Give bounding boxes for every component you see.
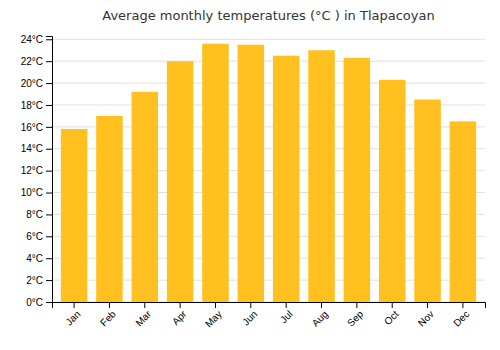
y-tick-mark bbox=[46, 105, 52, 106]
x-tick: Jun bbox=[240, 302, 259, 328]
x-tick: Jan bbox=[63, 302, 82, 328]
bar bbox=[202, 44, 229, 302]
x-tick-label: Aug bbox=[310, 308, 330, 328]
y-tick: 22°C bbox=[21, 56, 52, 67]
x-tick: Nov bbox=[416, 302, 436, 329]
x-tick-mark bbox=[215, 302, 216, 308]
x-tick-label: Apr bbox=[170, 308, 189, 327]
x-tick: Jul bbox=[278, 302, 295, 325]
y-tick-label: 8°C bbox=[26, 209, 43, 220]
grid bbox=[52, 39, 485, 302]
y-tick: 6°C bbox=[26, 231, 52, 242]
y-tick-mark bbox=[46, 127, 52, 128]
y-tick-label: 14°C bbox=[21, 143, 43, 154]
bar bbox=[273, 56, 300, 302]
y-tick: 8°C bbox=[26, 209, 52, 220]
title: Average monthly temperatures (°C ) in Tl… bbox=[102, 8, 434, 23]
bars bbox=[61, 44, 476, 302]
bar bbox=[344, 58, 371, 302]
x-tick: May bbox=[203, 302, 224, 330]
x-tick-mark bbox=[286, 302, 287, 308]
y-tick-mark bbox=[46, 236, 52, 237]
grid-line bbox=[52, 83, 485, 84]
y-tick-label: 22°C bbox=[21, 56, 43, 67]
y-tick-label: 18°C bbox=[21, 100, 43, 111]
y-tick-mark bbox=[46, 258, 52, 259]
x-tick: Apr bbox=[170, 302, 189, 327]
x-tick-label: Jul bbox=[278, 308, 295, 325]
x-tick-label: Dec bbox=[451, 308, 471, 328]
y-tick-label: 24°C bbox=[21, 34, 43, 45]
x-tick: Oct bbox=[382, 302, 401, 327]
y-tick-label: 10°C bbox=[21, 187, 43, 198]
x-axis: Jan Feb Mar Apr May Jun Jul Aug Sep Oct Nov Dec bbox=[53, 302, 486, 330]
y-tick-mark bbox=[46, 39, 52, 40]
x-tick-mark bbox=[356, 302, 357, 308]
x-tick-label: Jan bbox=[63, 308, 82, 327]
y-tick: 20°C bbox=[21, 78, 52, 89]
y-tick: 4°C bbox=[26, 253, 52, 264]
bar bbox=[308, 50, 335, 302]
y-tick-mark bbox=[46, 193, 52, 194]
y-tick: 18°C bbox=[21, 100, 52, 111]
x-tick-label: Nov bbox=[416, 308, 436, 328]
y-tick-label: 6°C bbox=[26, 231, 43, 242]
y-tick-label: 0°C bbox=[26, 297, 43, 308]
x-tick: Dec bbox=[451, 302, 471, 329]
x-tick-mark bbox=[180, 302, 181, 308]
y-tick: 14°C bbox=[21, 143, 52, 154]
grid-line bbox=[52, 61, 485, 62]
y-tick-mark bbox=[46, 214, 52, 215]
x-tick-label: May bbox=[203, 308, 224, 329]
bar bbox=[96, 116, 123, 302]
x-tick-mark bbox=[74, 302, 75, 308]
y-tick-mark bbox=[46, 171, 52, 172]
y-tick: 2°C bbox=[26, 275, 52, 286]
y-tick-mark bbox=[46, 149, 52, 150]
x-tick-mark bbox=[427, 302, 428, 308]
x-tick-label: Jun bbox=[240, 308, 259, 327]
x-tick-mark bbox=[321, 302, 322, 308]
x-tick: Sep bbox=[345, 302, 366, 329]
y-tick-label: 20°C bbox=[21, 78, 43, 89]
x-tick-label: Oct bbox=[382, 308, 401, 327]
grid-line bbox=[52, 39, 485, 40]
x-tick-label: Mar bbox=[133, 308, 153, 328]
y-tick: 24°C bbox=[21, 34, 52, 45]
x-tick-mark bbox=[144, 302, 145, 308]
x-axis-line bbox=[53, 303, 486, 309]
bar bbox=[414, 99, 441, 302]
x-tick: Mar bbox=[133, 302, 153, 328]
y-tick-label: 4°C bbox=[26, 253, 43, 264]
x-tick-label: Sep bbox=[345, 308, 366, 329]
y-tick: 0°C bbox=[26, 297, 52, 308]
bar bbox=[132, 92, 159, 302]
y-tick-label: 2°C bbox=[26, 275, 43, 286]
bar bbox=[61, 129, 88, 302]
x-tick: Aug bbox=[310, 302, 330, 329]
plot: 0°C 2°C 4°C 6°C 8°C 10°C 12°C 14°C 16°C 18°C 20°C 2… bbox=[21, 34, 486, 330]
y-tick: 10°C bbox=[21, 187, 52, 198]
x-tick-mark bbox=[250, 302, 251, 308]
x-tick-mark bbox=[392, 302, 393, 308]
y-tick: 16°C bbox=[21, 122, 52, 133]
bar bbox=[450, 121, 477, 302]
x-tick-label: Feb bbox=[98, 308, 118, 328]
x-tick-mark bbox=[462, 302, 463, 308]
x-tick: Feb bbox=[98, 302, 118, 328]
y-tick: 12°C bbox=[21, 165, 52, 176]
y-axis-line bbox=[46, 37, 53, 303]
y-tick-mark bbox=[46, 61, 52, 62]
y-tick-label: 16°C bbox=[21, 122, 43, 133]
y-axis: 0°C 2°C 4°C 6°C 8°C 10°C 12°C 14°C 16°C 18°C 20°C 2… bbox=[21, 34, 53, 308]
x-tick-mark bbox=[109, 302, 110, 308]
y-tick-mark bbox=[46, 280, 52, 281]
bar bbox=[379, 80, 406, 302]
bar bbox=[167, 61, 194, 302]
chart-svg: 0°C 2°C 4°C 6°C 8°C 10°C 12°C 14°C 16°C 18°C 20°C 2… bbox=[0, 0, 500, 350]
y-tick-mark bbox=[46, 302, 52, 303]
y-tick-label: 12°C bbox=[21, 165, 43, 176]
bar bbox=[238, 45, 265, 302]
y-tick-mark bbox=[46, 83, 52, 84]
